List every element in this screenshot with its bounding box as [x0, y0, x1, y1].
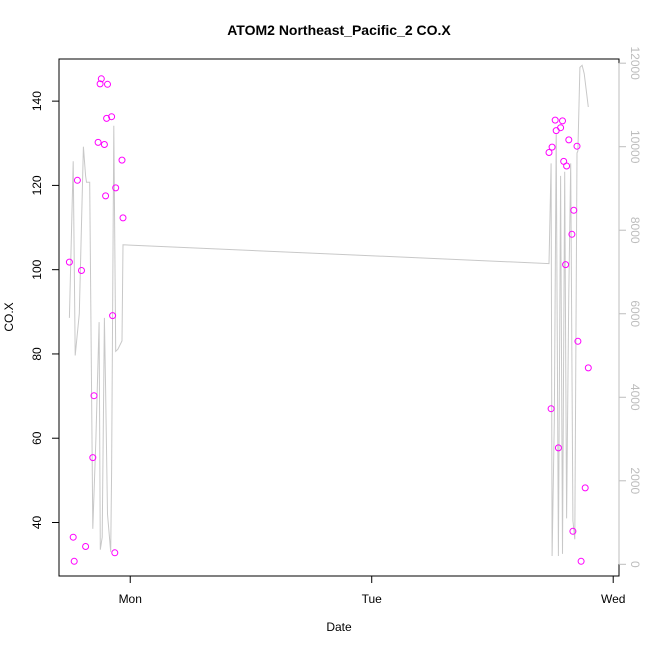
data-point	[111, 549, 119, 557]
data-point	[69, 533, 77, 541]
data-point	[565, 136, 573, 144]
data-point	[70, 557, 78, 565]
data-point	[547, 405, 555, 413]
data-point	[552, 127, 560, 135]
data-point	[65, 258, 73, 266]
y2-tick-label: 6000	[628, 300, 642, 327]
data-point	[109, 312, 117, 320]
x-axis-label: Date	[326, 620, 352, 634]
y2-tick-label: 8000	[628, 217, 642, 244]
data-point	[118, 156, 126, 164]
data-point	[96, 80, 104, 88]
data-point	[569, 527, 577, 535]
line-layer	[68, 64, 589, 557]
y-tick-label: 60	[30, 431, 44, 445]
chart-title: ATOM2 Northeast_Pacific_2 CO.X	[227, 22, 451, 38]
data-point	[90, 392, 98, 400]
data-point	[568, 230, 576, 238]
data-point	[577, 557, 585, 565]
data-point	[82, 543, 90, 550]
y-tick-label: 80	[30, 347, 44, 361]
data-point	[570, 206, 578, 214]
y-axis-label: CO.X	[2, 302, 16, 331]
data-point	[78, 267, 85, 274]
data-point	[100, 141, 108, 148]
data-point	[94, 138, 102, 146]
data-point	[573, 142, 581, 150]
y-axis-left: 40 60 80 100 120 140	[30, 91, 60, 529]
x-tick-label: Tue	[362, 592, 383, 606]
data-point	[112, 184, 120, 192]
data-point	[119, 214, 127, 222]
data-point	[581, 484, 589, 492]
data-point	[103, 114, 111, 122]
data-point	[554, 444, 562, 452]
data-point	[548, 143, 556, 151]
data-point	[73, 176, 81, 184]
series-line	[68, 64, 589, 557]
data-point	[102, 192, 110, 200]
y-tick-label: 100	[30, 259, 44, 279]
data-point	[97, 75, 105, 83]
data-point	[559, 117, 566, 125]
y-axis-right: 0 2000 4000 6000 8000 10000 12000	[618, 46, 642, 568]
y-tick-label: 140	[30, 91, 44, 111]
points-layer	[65, 75, 592, 565]
data-point	[563, 162, 571, 170]
data-point	[562, 261, 570, 269]
x-tick-label: Wed	[601, 592, 625, 606]
data-point	[89, 454, 97, 462]
data-point	[584, 364, 592, 372]
y2-tick-label: 0	[628, 561, 642, 568]
data-point	[557, 124, 565, 132]
data-point	[545, 149, 553, 156]
x-tick-label: Mon	[119, 592, 142, 606]
y-tick-label: 120	[30, 175, 44, 195]
data-point	[574, 337, 582, 345]
data-point	[551, 116, 559, 124]
y2-tick-label: 10000	[628, 130, 642, 164]
data-point	[104, 80, 111, 88]
y2-tick-label: 12000	[628, 46, 642, 80]
plot-box	[58, 58, 620, 577]
y2-tick-label: 2000	[628, 467, 642, 494]
x-axis: Mon Tue Wed	[119, 575, 625, 606]
y-tick-label: 40	[30, 515, 44, 529]
data-point	[108, 113, 116, 121]
y2-tick-label: 4000	[628, 384, 642, 411]
